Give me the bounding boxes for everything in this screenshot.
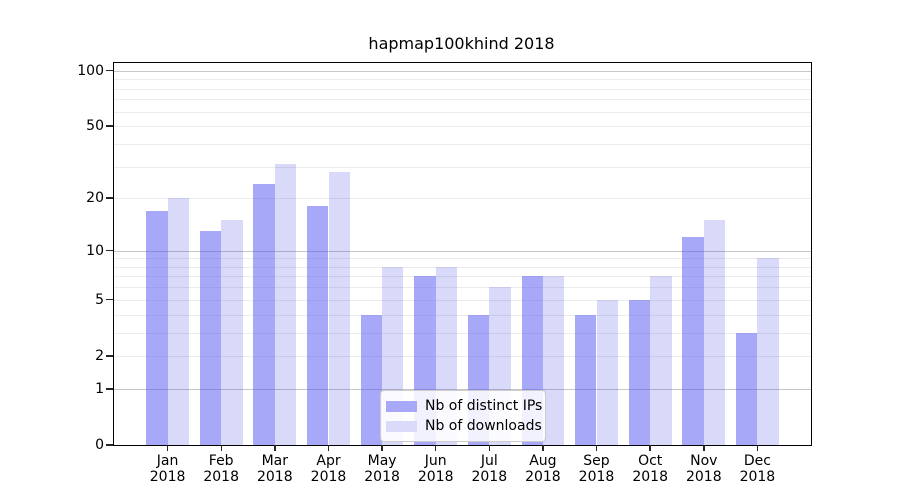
y-tick-20 (106, 197, 113, 199)
bar-downloads-sep-2018 (596, 299, 618, 445)
bar-distinct-ips-nov-2018 (682, 237, 704, 445)
x-tick-label-nov-2018: Nov 2018 (685, 453, 722, 485)
y-tick-label-2: 2 (95, 347, 104, 364)
x-tick-2 (220, 445, 222, 451)
minor-gridline-5 (114, 299, 811, 301)
major-gridline-1 (114, 388, 811, 390)
x-tick-label-jun-2018: Jun 2018 (417, 453, 454, 485)
x-tick-4 (327, 445, 330, 451)
x-tick-1 (166, 445, 169, 451)
x-tick-label-aug-2018: Aug 2018 (525, 453, 561, 485)
major-gridline-100 (114, 70, 811, 72)
x-tick-5 (381, 445, 383, 451)
bar-distinct-ips-apr-2018 (307, 206, 329, 445)
bar-downloads-nov-2018 (703, 220, 726, 445)
y-tick-5 (106, 298, 113, 301)
minor-gridline-50 (114, 126, 811, 128)
x-tick-9 (595, 445, 598, 451)
y-tick-label-0: 0 (95, 437, 104, 453)
bar-distinct-ips-feb-2018 (199, 230, 222, 445)
chart-title: hapmap100khind 2018 (368, 34, 555, 53)
plot-area: Nb of distinct IPs Nb of downloads 0 1 2 5 1… (77, 62, 812, 485)
y-tick-50 (106, 125, 113, 127)
bar-distinct-ips-mar-2018 (253, 183, 275, 445)
minor-gridline-20 (114, 198, 811, 200)
bar-downloads-apr-2018 (328, 171, 350, 445)
minor-gridline-30 (114, 166, 811, 168)
bar-downloads-dec-2018 (757, 258, 779, 445)
minor-gridline-9 (114, 258, 811, 260)
y-tick-10 (106, 249, 113, 252)
bar-distinct-ips-sep-2018 (575, 314, 597, 445)
x-tick-6 (434, 445, 437, 451)
y-tick-1 (106, 388, 113, 390)
x-tick-label-oct-2018: Oct 2018 (632, 453, 668, 485)
x-tick-label-mar-2018: Mar 2018 (256, 453, 293, 485)
bar-distinct-ips-may-2018 (360, 314, 383, 445)
legend: Nb of distinct IPs Nb of downloads (380, 390, 546, 442)
y-tick-label-1: 1 (95, 380, 104, 397)
minor-gridline-8 (114, 266, 811, 268)
minor-gridline-7 (114, 276, 811, 278)
x-tick-12 (756, 445, 759, 451)
legend-swatch-downloads (386, 420, 417, 432)
x-tick-label-jul-2018: Jul 2018 (471, 453, 508, 485)
minor-gridline-6 (114, 287, 811, 289)
y-tick-label-10: 10 (86, 242, 104, 259)
x-tick-7 (488, 445, 491, 451)
bar-distinct-ips-oct-2018 (628, 299, 651, 445)
y-tick-label-50: 50 (86, 118, 104, 135)
y-tick-2 (106, 355, 113, 357)
bar-downloads-aug-2018 (542, 276, 565, 445)
bar-distinct-ips-dec-2018 (736, 332, 758, 445)
legend-item-downloads: Nb of downloads (386, 416, 545, 436)
minor-gridline-70 (114, 99, 811, 101)
legend-swatch-distinct-ips (386, 400, 417, 412)
minor-gridline-4 (114, 314, 811, 316)
y-tick-label-5: 5 (95, 291, 104, 308)
x-tick-label-dec-2018: Dec 2018 (739, 453, 776, 485)
x-tick-11 (703, 445, 705, 451)
minor-gridline-3 (114, 332, 811, 334)
x-tick-3 (274, 445, 276, 451)
bar-downloads-feb-2018 (221, 220, 243, 445)
x-tick-10 (649, 445, 651, 451)
minor-gridline-80 (114, 88, 811, 90)
bar-downloads-mar-2018 (274, 163, 297, 445)
y-tick-0 (106, 444, 113, 446)
legend-label-distinct-ips: Nb of distinct IPs (425, 398, 543, 414)
y-tick-label-100: 100 (77, 62, 104, 79)
minor-gridline-90 (114, 79, 811, 81)
bar-downloads-jan-2018 (167, 198, 189, 445)
minor-gridline-40 (114, 143, 811, 145)
major-gridline-10 (114, 250, 811, 252)
x-tick-label-sep-2018: Sep 2018 (578, 453, 615, 485)
legend-label-downloads: Nb of downloads (425, 418, 542, 434)
minor-gridline-60 (114, 111, 811, 113)
x-tick-label-jan-2018: Jan 2018 (149, 453, 186, 485)
legend-item-distinct-ips: Nb of distinct IPs (386, 396, 545, 416)
x-tick-8 (542, 445, 544, 451)
minor-gridline-2 (114, 355, 811, 357)
x-tick-label-feb-2018: Feb 2018 (203, 453, 239, 485)
x-tick-label-apr-2018: Apr 2018 (310, 453, 347, 485)
y-tick-100 (106, 69, 113, 72)
bar-distinct-ips-jan-2018 (146, 210, 168, 445)
y-tick-label-20: 20 (86, 190, 104, 207)
x-tick-label-may-2018: May 2018 (364, 453, 400, 485)
bar-downloads-oct-2018 (650, 276, 672, 445)
